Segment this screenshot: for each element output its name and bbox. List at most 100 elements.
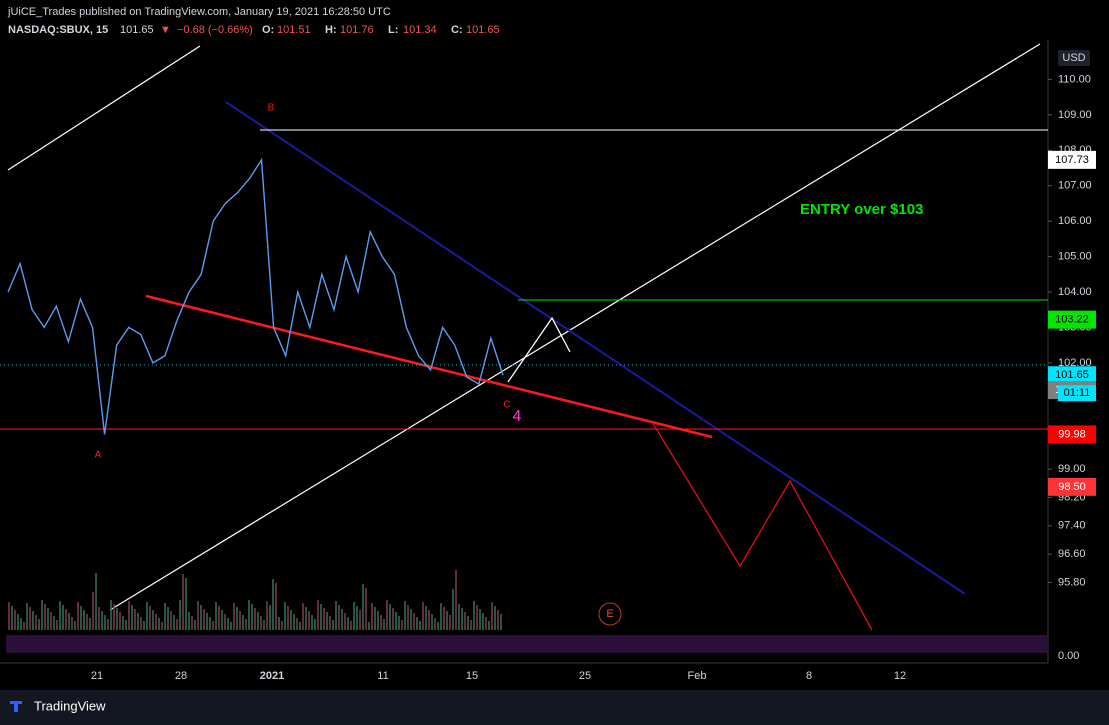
volume-bar <box>323 608 325 630</box>
projection <box>651 421 873 631</box>
volume-bar <box>434 618 436 630</box>
y-tick-label: 106.00 <box>1058 215 1092 227</box>
oscillator-band <box>6 635 1048 653</box>
down-arrow: ▼ <box>160 24 171 36</box>
volume-bar <box>287 606 289 630</box>
volume-bar <box>314 619 316 630</box>
volume-bar <box>8 602 10 630</box>
price-line <box>7 157 504 435</box>
volume-bar <box>263 620 265 630</box>
volume-bar <box>371 603 373 630</box>
volume-bar <box>407 605 409 630</box>
volume-bar <box>368 622 370 630</box>
volume-bar <box>245 619 247 630</box>
volume-bar <box>149 606 151 630</box>
channel-line <box>109 43 1041 611</box>
volume-bar <box>215 602 217 630</box>
y-tick-label: 102.00 <box>1058 357 1092 369</box>
x-tick-label: 28 <box>175 670 187 682</box>
volume-bar <box>377 611 379 630</box>
volume-bar <box>170 611 172 630</box>
volume-bar <box>341 609 343 630</box>
volume-bar <box>293 614 295 630</box>
volume-bar <box>335 601 337 630</box>
y-tick-label: 109.00 <box>1058 109 1092 121</box>
volume-bar <box>380 615 382 630</box>
price-tag <box>1048 310 1096 329</box>
volume-bar <box>185 578 187 630</box>
volume-bar <box>65 609 67 630</box>
volume-bar <box>143 621 145 630</box>
volume-bar <box>383 619 385 630</box>
y-tick-label: 104.00 <box>1058 286 1092 298</box>
x-tick-label: 11 <box>377 670 388 682</box>
volume-bar <box>20 618 22 630</box>
volume-bar <box>479 609 481 630</box>
volume-bar <box>182 574 184 630</box>
volume-bar <box>428 610 430 630</box>
volume-bar <box>422 602 424 630</box>
volume-bar <box>296 618 298 630</box>
volume-bar <box>17 614 19 630</box>
volume-bar <box>374 607 376 630</box>
volume-bar <box>251 604 253 630</box>
volume-bar <box>437 622 439 630</box>
volume-bar <box>461 608 463 630</box>
osc-tick: 0.00 <box>1058 650 1079 662</box>
ohlc-value: 101.51 <box>277 24 311 36</box>
volume-bar <box>500 614 502 630</box>
volume-bar <box>458 604 460 630</box>
wave-label: C <box>503 400 510 411</box>
volume-bar <box>80 606 82 630</box>
volume-bar <box>320 604 322 630</box>
volume-bar <box>167 607 169 630</box>
volume-bar <box>23 622 25 630</box>
wave-label: B <box>268 103 275 114</box>
x-tick-label: 8 <box>806 670 812 682</box>
volume-bar <box>200 605 202 630</box>
volume-bar <box>44 604 46 630</box>
price-tag <box>1048 477 1096 496</box>
volume-bar <box>290 610 292 630</box>
volume-bar <box>209 617 211 630</box>
volume-bar <box>248 600 250 630</box>
volume-bar <box>350 621 352 630</box>
volume-bar <box>62 605 64 630</box>
volume-bar <box>206 613 208 630</box>
y-tick-label: 96.60 <box>1058 548 1086 560</box>
volume-bar <box>404 601 406 630</box>
volume-bar <box>173 615 175 630</box>
volume-bar <box>497 610 499 630</box>
support-line <box>145 294 713 439</box>
price-tag <box>1048 366 1096 385</box>
volume-bar <box>347 617 349 630</box>
volume-bar <box>77 602 79 630</box>
volume-bar <box>227 618 229 630</box>
volume-bar <box>272 579 274 630</box>
volume-bar <box>14 610 16 630</box>
volume-bar <box>158 618 160 630</box>
volume-bar <box>269 605 271 630</box>
volume-bar <box>431 614 433 630</box>
volume-bar <box>134 609 136 630</box>
volume-bar <box>446 611 448 630</box>
ohlc-value: 101.65 <box>466 24 500 36</box>
header-title: jUiCE_Trades published on TradingView.co… <box>7 6 391 18</box>
volume-bar <box>188 612 190 630</box>
volume-bar <box>92 592 94 630</box>
volume-bar <box>83 610 85 630</box>
volume-bar <box>281 621 283 630</box>
volume-bar <box>473 601 475 630</box>
volume-bar <box>161 622 163 630</box>
volume-bar <box>266 601 268 630</box>
y-tick-label: 97.40 <box>1058 520 1086 532</box>
y-tick-label: 99.00 <box>1058 463 1086 475</box>
volume-bar <box>59 601 61 630</box>
volume-bar <box>449 615 451 630</box>
volume-bar <box>464 612 466 630</box>
volume-bar <box>239 611 241 630</box>
volume-bar <box>359 610 361 630</box>
volume-bar <box>29 607 31 630</box>
ohlc: O: 101.51 H: 101.76 L: 101.34 C: 101.65 <box>262 24 500 36</box>
x-tick-label: 2021 <box>260 670 284 682</box>
